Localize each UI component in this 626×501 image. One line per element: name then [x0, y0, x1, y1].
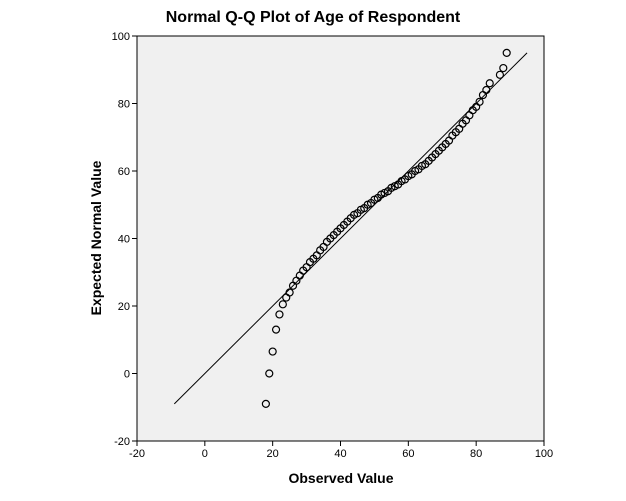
y-axis-label: Expected Normal Value	[88, 160, 104, 315]
x-tick-label: -20	[129, 448, 145, 460]
point	[482, 85, 491, 95]
point	[502, 48, 511, 57]
chart-title: Normal Q-Q Plot of Age of Respondent	[166, 9, 461, 26]
point	[271, 325, 281, 334]
y-tick-label: 20	[118, 301, 130, 313]
point	[485, 79, 494, 88]
point	[265, 369, 274, 378]
x-tick-label: 0	[202, 448, 208, 460]
x-tick-label: 80	[470, 448, 482, 460]
point	[495, 70, 505, 79]
y-tick-label: 100	[112, 31, 130, 43]
y-tick-label: 60	[118, 166, 130, 178]
y-tick-label: 80	[118, 99, 130, 111]
point	[285, 288, 294, 297]
x-tick-label: 100	[535, 448, 553, 460]
point	[475, 97, 484, 106]
x-tick-label: 20	[267, 448, 279, 460]
point	[499, 63, 508, 73]
x-tick-label: 60	[402, 448, 414, 460]
y-tick-label: 40	[118, 234, 130, 246]
y-tick-label: -20	[114, 436, 130, 448]
x-tick-label: 40	[334, 448, 346, 460]
y-tick-label: 0	[124, 369, 130, 381]
point	[261, 399, 270, 408]
point	[278, 300, 287, 309]
x-axis-label: Observed Value	[288, 470, 393, 486]
point	[268, 347, 277, 356]
point	[275, 310, 284, 319]
